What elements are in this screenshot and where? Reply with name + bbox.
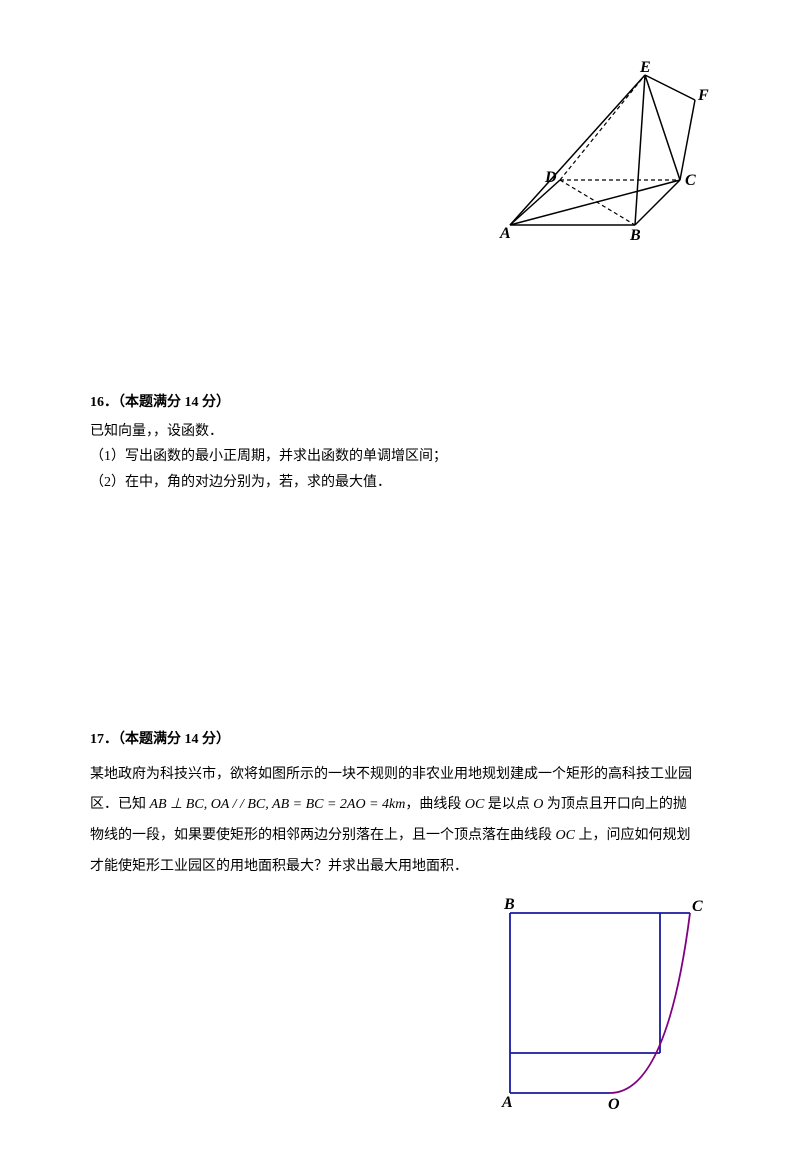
q17-para3: 物线的一段，如果要使矩形的相邻两边分别落在上，且一个顶点落在曲线段 OC 上，问…: [90, 821, 710, 852]
figure-tetrahedron: E F D C A B: [90, 60, 710, 240]
q17-formula: AB ⊥ BC, OA / / BC, AB = BC = 2AO = 4km: [150, 797, 406, 812]
label-O2: O: [608, 1096, 620, 1113]
label-B2: B: [503, 896, 515, 913]
figure-parabola-rect: B C A O: [90, 893, 710, 1113]
tetrahedron-svg: E F D C A B: [490, 60, 710, 240]
label-F: F: [697, 87, 709, 104]
label-A2: A: [501, 1094, 513, 1111]
label-D: D: [544, 169, 557, 186]
label-B: B: [629, 227, 641, 240]
parabola-svg: B C A O: [490, 893, 710, 1113]
question-16: 16．（本题满分 14 分） 已知向量，，设函数． （1）写出函数的最小正周期，…: [90, 390, 710, 495]
q17-header: 17．（本题满分 14 分）: [90, 725, 710, 756]
q17-t3a: 物线的一段，如果要使矩形的相邻两边分别落在上，且一个顶点落在曲线段: [90, 828, 556, 843]
q17-para2: 区．已知 AB ⊥ BC, OA / / BC, AB = BC = 2AO =…: [90, 790, 710, 821]
label-A: A: [499, 225, 511, 240]
q17-t2a: 区．已知: [90, 797, 150, 812]
q17-o1: O: [533, 797, 543, 812]
q17-t2d: 为顶点且开口向上的抛: [543, 797, 687, 812]
q16-line2: （1）写出函数的最小正周期，并求出函数的单调增区间；: [90, 444, 710, 469]
q17-t2b: ，曲线段: [405, 797, 465, 812]
label-E: E: [639, 60, 651, 76]
q17-oc1: OC: [465, 797, 484, 812]
q16-header: 16．（本题满分 14 分）: [90, 390, 710, 415]
q16-line1: 已知向量，，设函数．: [90, 419, 710, 444]
q16-line3: （2）在中，角的对边分别为，若，求的最大值．: [90, 470, 710, 495]
q17-para1: 某地政府为科技兴市，欲将如图所示的一块不规则的非农业用地规划建成一个矩形的高科技…: [90, 760, 710, 791]
q17-oc2: OC: [556, 828, 575, 843]
label-C: C: [685, 172, 696, 189]
q17-t2c: 是以点: [484, 797, 533, 812]
question-17: 17．（本题满分 14 分） 某地政府为科技兴市，欲将如图所示的一块不规则的非农…: [90, 725, 710, 883]
q17-para4: 才能使矩形工业园区的用地面积最大？并求出最大用地面积．: [90, 852, 710, 883]
q17-t3b: 上，问应如何规划: [575, 828, 691, 843]
q17-t1: 某地政府为科技兴市，欲将如图所示的一块不规则的非农业用地规划建成一个矩形的高科技…: [90, 767, 692, 782]
label-C2: C: [692, 898, 703, 915]
